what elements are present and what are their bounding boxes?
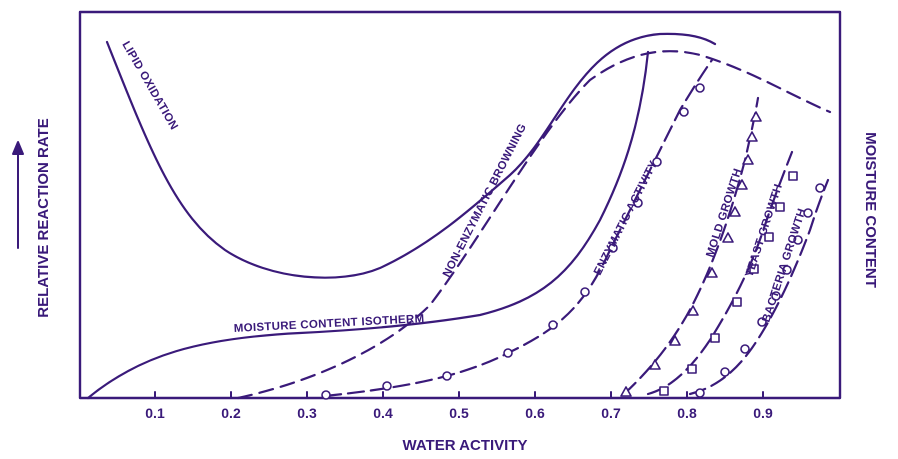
marker-circle — [608, 243, 618, 253]
marker-square — [788, 171, 798, 181]
up-arrow-head — [12, 141, 24, 155]
x-tick-label: 0.8 — [677, 405, 697, 421]
marker-square — [687, 364, 697, 374]
lipid-oxidation-curve — [105, 32, 717, 279]
y-axis-title-left: RELATIVE REACTION RATE — [35, 118, 52, 317]
marker-circle — [740, 344, 750, 354]
marker-square — [659, 386, 669, 396]
x-tick-label: 0.9 — [753, 405, 773, 421]
marker-square — [710, 333, 720, 343]
marker-circle — [793, 235, 803, 245]
marker-circle — [442, 371, 452, 381]
marker-circle — [633, 198, 643, 208]
yeast-growth-curve — [646, 150, 794, 396]
marker-square — [732, 297, 742, 307]
x-tick-label: 0.4 — [373, 405, 393, 421]
marker-square — [775, 202, 785, 212]
mold-markers — [620, 111, 762, 397]
marker-circle — [503, 348, 513, 358]
bacteria-growth-curve — [688, 178, 830, 396]
non-enzymatic-browning-curve — [236, 50, 832, 400]
marker-circle — [720, 367, 730, 377]
marker-square — [764, 232, 774, 242]
enzymatic-markers — [321, 83, 705, 400]
marker-triangle — [649, 359, 661, 370]
marker-triangle — [746, 131, 758, 142]
marker-circle — [803, 208, 813, 218]
marker-circle — [757, 317, 767, 327]
marker-triangle — [742, 154, 754, 165]
marker-circle — [548, 320, 558, 330]
x-tick-label: 0.2 — [221, 405, 241, 421]
marker-square — [749, 264, 759, 274]
x-axis-title: WATER ACTIVITY — [403, 437, 528, 454]
marker-triangle — [620, 386, 632, 397]
lipid-oxidation-label: LIPID OXIDATION — [119, 40, 179, 133]
enzymatic-activity-label: ENZYMATIC ACTIVITY — [592, 159, 660, 277]
marker-circle — [679, 107, 689, 117]
marker-triangle — [722, 232, 734, 243]
marker-triangle — [750, 111, 762, 122]
y-axis-title-right: MOISTURE CONTENT — [862, 132, 879, 288]
marker-triangle — [669, 335, 681, 346]
non-enzymatic-browning-label: NON-ENZYMATIC BROWNING — [441, 122, 529, 279]
marker-circle — [815, 183, 825, 193]
marker-circle — [782, 265, 792, 275]
marker-circle — [382, 381, 392, 391]
marker-circle — [321, 390, 331, 400]
x-tick-label: 0.3 — [297, 405, 317, 421]
x-tick-label: 0.1 — [145, 405, 165, 421]
x-tick-marks — [154, 391, 764, 399]
moisture-content-isotherm-curve — [86, 50, 650, 400]
bacteria-markers — [695, 183, 825, 398]
marker-circle — [580, 287, 590, 297]
x-tick-label: 0.6 — [525, 405, 545, 421]
x-tick-label: 0.5 — [449, 405, 469, 421]
x-tick-label: 0.7 — [601, 405, 621, 421]
mold-growth-curve — [622, 96, 760, 396]
enzymatic-activity-curve — [323, 58, 714, 398]
marker-circle — [652, 157, 662, 167]
marker-triangle — [706, 267, 718, 278]
yeast-markers — [659, 171, 798, 396]
marker-triangle — [736, 179, 748, 190]
marker-triangle — [687, 305, 699, 316]
up-arrow-icon — [12, 141, 24, 249]
marker-circle — [771, 291, 781, 301]
marker-circle — [695, 83, 705, 93]
marker-triangle — [729, 206, 741, 217]
marker-circle — [695, 388, 705, 398]
